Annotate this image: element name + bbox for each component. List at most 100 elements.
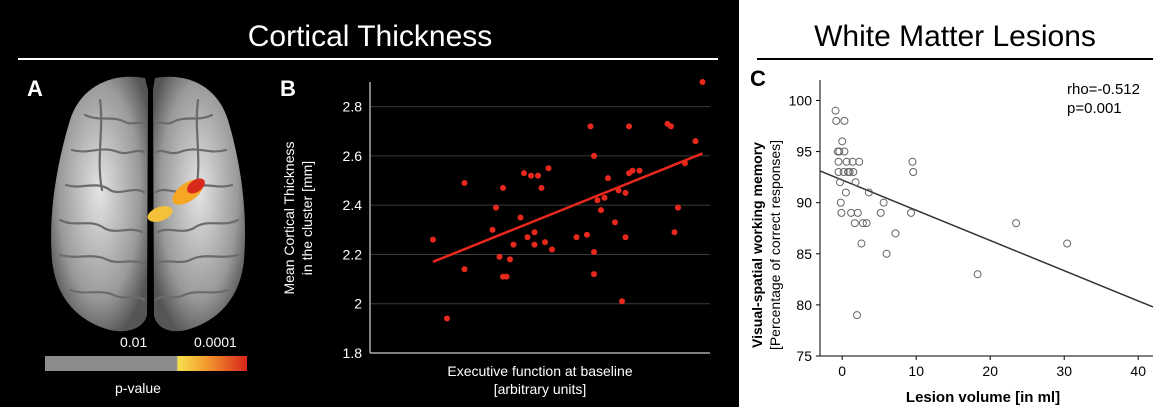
chart-b-point bbox=[496, 253, 503, 260]
chart-b-point bbox=[503, 273, 510, 280]
colorbar bbox=[45, 356, 247, 371]
white-matter-lesions-title: White Matter Lesions bbox=[814, 20, 1096, 53]
significant-cluster bbox=[147, 178, 205, 222]
chart-c-point bbox=[836, 198, 845, 207]
chart-c-xlabel: Lesion volume [in ml] bbox=[906, 389, 1060, 406]
chart-b-fit-line bbox=[432, 152, 703, 264]
chart-b-point bbox=[542, 239, 548, 246]
chart-b-point bbox=[493, 204, 499, 211]
chart-c-point bbox=[835, 178, 844, 187]
chart-b-xlabel-line2: [arbitrary units] bbox=[494, 381, 587, 397]
chart-c-point bbox=[849, 168, 858, 176]
chart-c-xtick-label: 0 bbox=[838, 363, 846, 379]
chart-b-point bbox=[615, 187, 622, 194]
chart-b-point bbox=[549, 246, 555, 253]
cortical-title-rule bbox=[18, 58, 718, 60]
chart-b-point bbox=[461, 266, 468, 273]
chart-c-ytick-label: 75 bbox=[796, 348, 812, 364]
chart-c-point bbox=[879, 198, 888, 207]
chart-b-point bbox=[668, 123, 674, 130]
chart-b: 1.8 2 2.2 2.4 2.6 2.8 Executive function at b… bbox=[281, 79, 710, 397]
chart-b-point bbox=[622, 234, 629, 241]
sulci bbox=[58, 98, 240, 302]
chart-c-ytick-label: 100 bbox=[789, 92, 813, 108]
chart-c-ylabel-line2: [Percentage of correct responses] bbox=[767, 140, 783, 350]
chart-c-point bbox=[835, 147, 844, 156]
chart-c-point bbox=[840, 116, 849, 125]
chart-b-point bbox=[584, 231, 590, 238]
chart-b-ylabel-line1: Mean Cortical Thickness bbox=[281, 141, 297, 294]
chart-c-point bbox=[864, 188, 873, 197]
colorbar-label: p-value bbox=[115, 380, 161, 396]
chart-b-ytick-label: 2.6 bbox=[343, 148, 363, 164]
chart-c-xtick-label: 30 bbox=[1056, 363, 1072, 379]
chart-c-point bbox=[838, 137, 847, 146]
right-hemisphere bbox=[153, 76, 246, 332]
chart-b-point bbox=[591, 248, 597, 255]
chart-c-point bbox=[842, 157, 851, 166]
chart-c-point bbox=[851, 178, 860, 187]
chart-c-point bbox=[876, 208, 885, 217]
chart-b-point bbox=[489, 226, 496, 233]
chart-b-point bbox=[622, 189, 629, 196]
chart-b-point bbox=[524, 234, 531, 241]
chart-c-xtick-label: 10 bbox=[908, 363, 924, 379]
left-hemisphere bbox=[51, 76, 148, 332]
chart-c-point bbox=[973, 270, 982, 279]
chart-c-point bbox=[839, 168, 848, 176]
chart-b-point bbox=[612, 219, 618, 226]
chart-b-ytick-label: 2.8 bbox=[343, 99, 363, 115]
panel-b-letter: B bbox=[280, 76, 296, 101]
chart-b-point bbox=[605, 175, 611, 182]
chart-b-point bbox=[682, 160, 688, 167]
chart-b-point bbox=[430, 236, 436, 243]
chart-b-point bbox=[528, 172, 534, 179]
chart-b-point bbox=[601, 194, 608, 201]
chart-b-point bbox=[671, 229, 678, 236]
chart-c-point bbox=[834, 157, 843, 166]
chart-b-point bbox=[591, 152, 597, 159]
chart-b-point bbox=[598, 207, 604, 214]
chart-c-point bbox=[857, 239, 866, 248]
chart-c-ytick-label: 95 bbox=[796, 144, 812, 160]
chart-c-point bbox=[862, 219, 871, 228]
chart-b-point bbox=[699, 79, 706, 85]
chart-b-point bbox=[510, 241, 517, 248]
chart-b-point bbox=[619, 298, 625, 305]
chart-c-ylabel-line1: Visual-spatial working memory bbox=[749, 142, 765, 348]
chart-b-point bbox=[538, 184, 545, 191]
chart-b-point bbox=[500, 184, 506, 191]
chart-b-point bbox=[591, 271, 597, 278]
chart-b-point bbox=[517, 214, 524, 221]
chart-c-point bbox=[891, 229, 900, 238]
chart-c-point bbox=[1012, 219, 1021, 228]
chart-c-point bbox=[850, 219, 859, 228]
chart-c-ytick-label: 80 bbox=[796, 297, 812, 313]
colorbar-tick-low: 0.01 bbox=[120, 334, 148, 350]
chart-b-ytick-label: 2.4 bbox=[343, 197, 363, 213]
chart-c-point bbox=[908, 157, 917, 166]
chart-b-point bbox=[629, 167, 636, 174]
chart-c-point bbox=[858, 219, 867, 228]
chart-c-point bbox=[1063, 239, 1072, 248]
panel-a-letter: A bbox=[27, 76, 43, 101]
chart-c-point bbox=[853, 208, 862, 217]
panel-c-letter: C bbox=[750, 66, 766, 91]
chart-c-ytick-label: 85 bbox=[796, 246, 812, 262]
chart-b-point bbox=[507, 256, 513, 263]
chart-c-point bbox=[834, 168, 843, 176]
chart-c-point bbox=[909, 168, 918, 176]
chart-c-point bbox=[847, 208, 856, 217]
chart-b-point bbox=[636, 167, 643, 174]
chart-b-point bbox=[626, 123, 632, 130]
chart-b-point bbox=[692, 138, 699, 145]
chart-b-point bbox=[594, 197, 601, 204]
chart-c-point bbox=[855, 157, 864, 166]
chart-b-ytick-label: 2.2 bbox=[343, 246, 363, 262]
chart-b-point bbox=[461, 180, 468, 187]
chart-c-fit-line bbox=[819, 170, 1154, 308]
stat-rho: rho=-0.512 bbox=[1067, 81, 1140, 98]
chart-b-point bbox=[535, 172, 541, 179]
chart-b-point bbox=[531, 241, 538, 248]
chart-b-point bbox=[531, 229, 538, 236]
